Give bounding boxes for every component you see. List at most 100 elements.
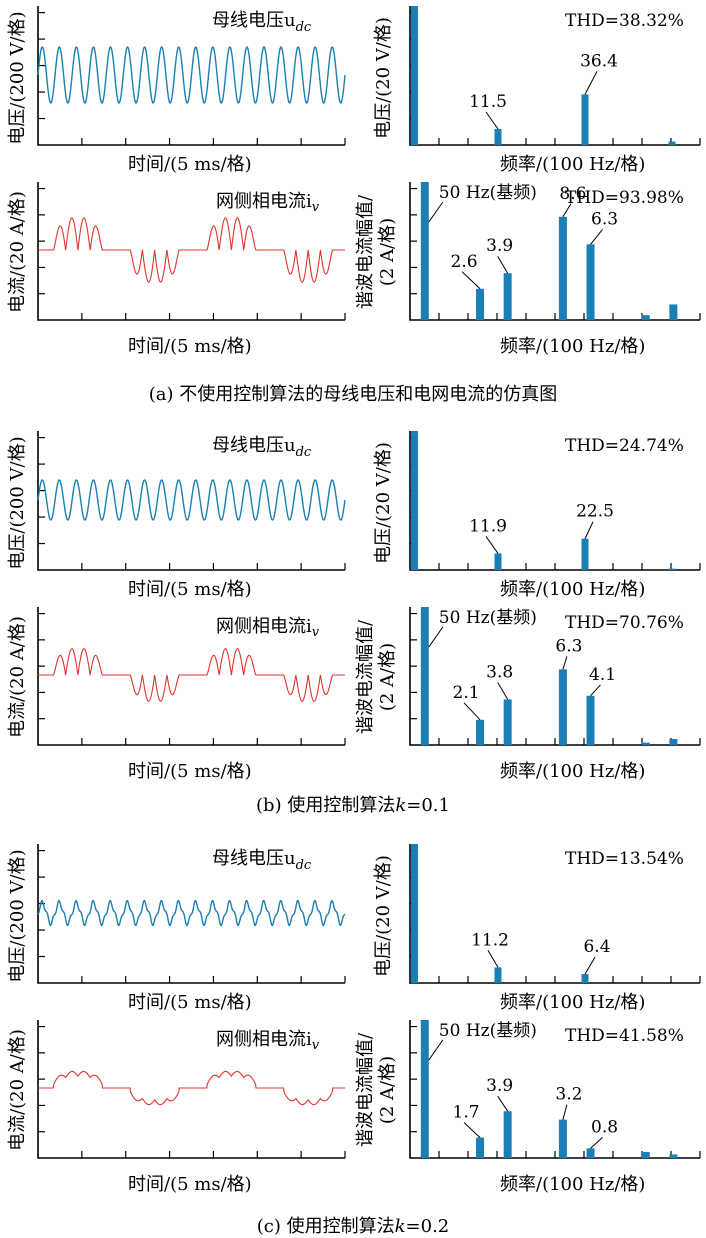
c-current-spectrum-bar-6	[669, 1154, 678, 1158]
c-current-spec-ylabel-1: 谐波电流幅值/	[355, 1032, 376, 1147]
c-current-spectrum-bar-label-2: 3.9	[486, 1076, 513, 1096]
a-current-wave-ylabel: 电流/(20 A/格)	[7, 191, 28, 313]
c-current-freq-xlabel: 频率/(100 Hz/格)	[500, 1174, 645, 1195]
a-current-spectrum-bar-2	[503, 273, 512, 320]
c-current-wave-ylabel: 电流/(20 A/格)	[7, 1029, 28, 1151]
c-voltage-spec-ylabel: 电压/(20 V/格)	[373, 855, 394, 977]
c-current-spectrum-bar-label-3: 3.2	[555, 1085, 582, 1105]
a-voltage-freq-xlabel: 频率/(100 Hz/格)	[500, 154, 645, 175]
c-current-spectrum-bar-4	[586, 1148, 595, 1158]
a-voltage-spectrum-bar-1	[494, 129, 502, 145]
a-current-spectrum-bar-3	[558, 216, 567, 320]
c-voltage-spectrum-bar-label-1: 11.2	[471, 930, 509, 950]
b-current-spectrum-bar-0	[420, 607, 429, 745]
a-voltage-spectrum-bar-2	[581, 94, 589, 145]
a-current-spectrum-bar-label-3: 8.6	[559, 184, 586, 204]
c-current-spec-ylabel-2: (2 A/格)	[377, 1056, 398, 1124]
a-current-thd: THD=93.98%	[565, 188, 684, 208]
c-caption: (c) 使用控制算法k=0.2	[257, 1216, 450, 1237]
a-current-spectrum-bar-label-2: 3.9	[486, 236, 513, 256]
a-voltage-spec-ylabel: 电压/(20 V/格)	[373, 17, 394, 139]
a-current-wave-axes	[37, 182, 346, 321]
b-current-wave-axes	[37, 607, 346, 746]
c-current-spectrum-fundamental-label: 50 Hz(基频)	[439, 1021, 537, 1041]
c-voltage-spectrum-bar-label-2: 6.4	[583, 937, 610, 957]
b-current-spectrum-bar-3	[558, 669, 567, 745]
c-current-wave	[38, 1070, 345, 1106]
b-current-spectrum-bar-label-3: 6.3	[555, 636, 582, 656]
c-current-wave-axes	[37, 1020, 346, 1159]
c-voltage-title: 母线电压udc	[212, 848, 312, 873]
b-current-title: 网侧相电流iv	[216, 616, 320, 640]
c-current-spectrum-bar-0	[420, 1020, 429, 1158]
a-caption: (a) 不使用控制算法的母线电压和电网电流的仿真图	[149, 384, 558, 405]
c-current-time-xlabel: 时间/(5 ms/格)	[128, 1174, 252, 1195]
b-current-spec-ylabel-1: 谐波电流幅值/	[355, 619, 376, 734]
c-voltage-spectrum-bar-1	[494, 967, 502, 983]
b-current-spec-axes	[409, 607, 701, 746]
c-current-thd: THD=41.58%	[565, 1026, 684, 1046]
a-current-spectrum-bar-4	[586, 244, 595, 320]
a-current-spectrum-bar-1	[476, 288, 485, 320]
b-voltage-wave	[37, 479, 346, 521]
b-current-spectrum-bar-label-4: 4.1	[589, 665, 616, 685]
b-current-spectrum-bar-5	[641, 742, 650, 745]
b-voltage-title: 母线电压udc	[212, 435, 312, 460]
b-current-spectrum-bar-2	[503, 699, 512, 745]
a-current-title: 网侧相电流iv	[216, 191, 320, 215]
b-current-spectrum-bar-6	[669, 739, 678, 745]
c-current-spectrum-bar-3	[558, 1119, 567, 1158]
b-current-spectrum-bar-label-1: 2.1	[453, 683, 480, 703]
b-current-spec-ylabel-2: (2 A/格)	[377, 643, 398, 711]
b-voltage-wave-ylabel: 电压/(200 V/格)	[7, 436, 28, 569]
c-current-spectrum-bar-1	[476, 1137, 485, 1158]
b-voltage-spectrum-bar-3	[668, 568, 676, 570]
b-voltage-spectrum-bar-0	[411, 431, 418, 570]
b-voltage-spectrum-bar-2	[581, 538, 589, 570]
b-voltage-spectrum-bar-1	[494, 553, 502, 570]
b-current-freq-xlabel: 频率/(100 Hz/格)	[500, 761, 645, 782]
a-voltage-spectrum-bar-label-1: 11.5	[469, 92, 507, 112]
a-current-freq-xlabel: 频率/(100 Hz/格)	[500, 336, 645, 357]
a-current-spectrum-bar-label-4: 6.3	[591, 209, 618, 229]
c-voltage-thd: THD=13.54%	[565, 849, 684, 869]
c-voltage-wave-ylabel: 电压/(200 V/格)	[7, 849, 28, 982]
c-voltage-time-xlabel: 时间/(5 ms/格)	[128, 992, 252, 1013]
c-current-spectrum-bar-label-1: 1.7	[453, 1103, 480, 1123]
c-current-spectrum-bar-5	[641, 1152, 650, 1158]
a-voltage-spectrum-bar-3	[668, 141, 676, 145]
c-current-spectrum-bar-label-4: 0.8	[591, 1117, 618, 1137]
c-voltage-freq-xlabel: 频率/(100 Hz/格)	[500, 992, 645, 1013]
a-current-spectrum-bar-5	[641, 315, 650, 320]
b-current-spectrum-fundamental-label: 50 Hz(基频)	[439, 608, 537, 628]
a-current-time-xlabel: 时间/(5 ms/格)	[128, 336, 252, 357]
a-voltage-time-xlabel: 时间/(5 ms/格)	[128, 154, 252, 175]
c-voltage-wave	[37, 899, 346, 927]
b-voltage-spec-ylabel: 电压/(20 V/格)	[373, 442, 394, 564]
a-current-wave	[38, 217, 345, 283]
a-current-spec-ylabel-2: (2 A/格)	[377, 218, 398, 286]
c-current-title: 网侧相电流iv	[216, 1029, 320, 1053]
b-voltage-thd: THD=24.74%	[565, 436, 684, 456]
b-current-thd: THD=70.76%	[565, 613, 684, 633]
b-current-spectrum-bar-label-2: 3.8	[486, 662, 513, 682]
a-voltage-wave-axes	[37, 6, 346, 146]
a-voltage-thd: THD=38.32%	[565, 11, 684, 31]
a-current-spec-ylabel-1: 谐波电流幅值/	[355, 194, 376, 309]
c-voltage-spectrum-bar-2	[581, 974, 589, 983]
a-current-spectrum-fundamental-label: 50 Hz(基频)	[439, 183, 537, 203]
b-current-spectrum-bar-4	[586, 695, 595, 745]
b-caption: (b) 使用控制算法k=0.1	[256, 795, 450, 816]
a-voltage-spectrum-bar-label-2: 36.4	[580, 51, 618, 71]
a-current-spectrum-bar-6	[669, 304, 678, 320]
b-voltage-freq-xlabel: 频率/(100 Hz/格)	[500, 579, 645, 600]
a-current-spectrum-bar-0	[420, 182, 429, 320]
a-current-spectrum-bar-label-1: 2.6	[451, 252, 478, 272]
b-current-spectrum-bar-1	[476, 719, 485, 745]
b-current-wave-ylabel: 电流/(20 A/格)	[7, 616, 28, 738]
a-voltage-spectrum-bar-0	[411, 6, 418, 145]
a-voltage-wave	[37, 46, 346, 104]
a-voltage-wave-ylabel: 电压/(200 V/格)	[7, 11, 28, 144]
b-current-wave	[38, 648, 345, 702]
